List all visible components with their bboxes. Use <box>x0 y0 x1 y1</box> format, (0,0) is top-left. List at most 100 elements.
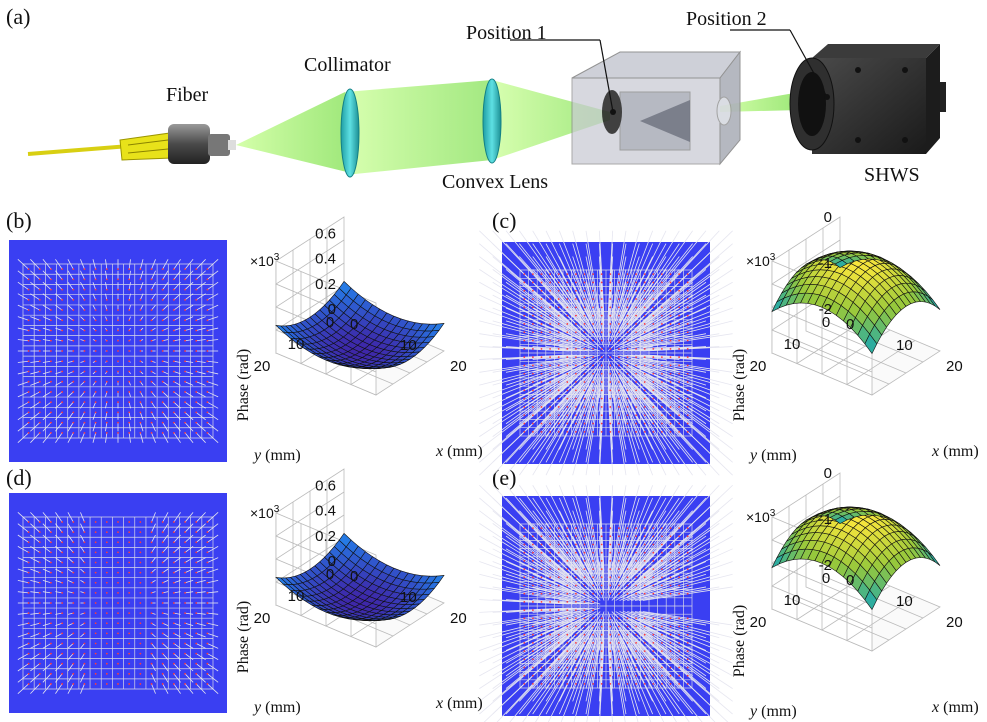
spot-centroid <box>652 306 654 308</box>
spot-centroid <box>128 582 130 584</box>
spot-centroid <box>106 562 108 564</box>
spot-centroid <box>106 592 108 594</box>
fiber-connector <box>168 124 210 164</box>
spot-centroid <box>549 398 551 400</box>
spot-centroid <box>162 612 164 614</box>
spot-centroid <box>618 365 620 367</box>
spot-centroid <box>106 360 108 362</box>
spot-centroid <box>151 683 153 685</box>
spot-centroid <box>678 535 680 537</box>
spot-centroid <box>50 582 52 584</box>
spot-centroid <box>592 298 594 300</box>
spot-centroid <box>184 391 186 393</box>
spot-centroid <box>644 650 646 652</box>
spot-centroid <box>541 273 543 275</box>
spot-centroid <box>558 423 560 425</box>
spot-centroid <box>566 535 568 537</box>
spot-centroid <box>584 617 586 619</box>
spot-centroid <box>549 389 551 391</box>
spot-centroid <box>61 552 63 554</box>
spot-centroid <box>687 634 689 636</box>
spot-centroid <box>670 331 672 333</box>
spot-centroid <box>28 572 30 574</box>
spot-centroid <box>523 389 525 391</box>
spot-centroid <box>661 398 663 400</box>
spot-centroid <box>50 541 52 543</box>
spot-centroid <box>618 650 620 652</box>
spot-centroid <box>678 315 680 317</box>
spot-centroid <box>117 289 119 291</box>
spot-centroid <box>652 331 654 333</box>
spot-centroid <box>532 414 534 416</box>
spot-centroid <box>566 431 568 433</box>
spot-centroid <box>584 290 586 292</box>
spot-centroid <box>532 601 534 603</box>
spot-centroid <box>601 683 603 685</box>
spot-centroid <box>592 626 594 628</box>
spot-centroid <box>173 432 175 434</box>
spot-centroid <box>670 617 672 619</box>
spot-centroid <box>644 642 646 644</box>
spot-centroid <box>39 309 41 311</box>
spot-centroid <box>162 552 164 554</box>
spot-centroid <box>601 389 603 391</box>
spot-centroid <box>601 348 603 350</box>
spot-centroid <box>687 560 689 562</box>
spot-centroid <box>601 373 603 375</box>
spot-centroid <box>173 299 175 301</box>
spot-centroid <box>532 298 534 300</box>
spot-centroid <box>151 632 153 634</box>
y-tick-label: 0 <box>326 566 334 583</box>
spot-centroid <box>84 309 86 311</box>
spot-centroid <box>61 432 63 434</box>
spot-centroid <box>72 582 74 584</box>
spot-centroid <box>95 422 97 424</box>
spot-centroid <box>541 609 543 611</box>
spot-centroid <box>84 319 86 321</box>
spot-centroid <box>661 560 663 562</box>
spot-centroid <box>50 622 52 624</box>
spot-centroid <box>207 622 209 624</box>
spot-centroid <box>117 391 119 393</box>
spot-centroid <box>618 381 620 383</box>
spot-centroid <box>117 268 119 270</box>
spot-centroid <box>635 535 637 537</box>
spot-centroid <box>678 667 680 669</box>
spot-centroid <box>678 365 680 367</box>
spot-centroid <box>627 389 629 391</box>
spot-centroid <box>592 356 594 358</box>
spot-centroid <box>584 431 586 433</box>
spot-centroid <box>95 381 97 383</box>
spot-centroid <box>687 658 689 660</box>
spot-centroid <box>523 568 525 570</box>
spot-centroid <box>128 552 130 554</box>
spot-centroid <box>575 535 577 537</box>
spot-centroid <box>151 299 153 301</box>
spot-centroid <box>532 306 534 308</box>
spot-centroid <box>687 626 689 628</box>
spot-centroid <box>139 602 141 604</box>
spot-centroid <box>609 306 611 308</box>
spot-centroid <box>72 643 74 645</box>
spot-centroid <box>61 622 63 624</box>
spot-centroid <box>627 642 629 644</box>
spot-centroid <box>28 289 30 291</box>
spot-centroid <box>601 650 603 652</box>
spot-centroid <box>609 535 611 537</box>
spot-centroid <box>558 348 560 350</box>
spot-centroid <box>661 431 663 433</box>
z-tick-label: -1 <box>819 255 832 272</box>
spot-centroid <box>61 289 63 291</box>
spot-centroid <box>661 365 663 367</box>
spot-centroid <box>162 683 164 685</box>
spot-centroid <box>117 531 119 533</box>
spot-centroid <box>549 585 551 587</box>
shws-label: SHWS <box>864 164 920 187</box>
spot-centroid <box>162 531 164 533</box>
spot-centroid <box>566 593 568 595</box>
spot-centroid <box>670 585 672 587</box>
spot-centroid <box>541 634 543 636</box>
spot-centroid <box>558 306 560 308</box>
spot-centroid <box>128 309 130 311</box>
spot-centroid <box>173 562 175 564</box>
